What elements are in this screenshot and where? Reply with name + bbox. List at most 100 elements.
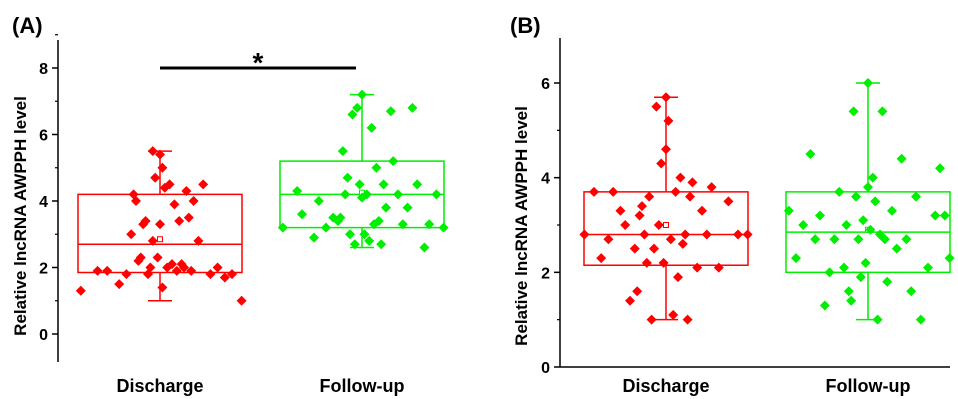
panel-b-y-tick-label: 2 bbox=[541, 265, 550, 282]
panel-a-discharge-data-point bbox=[236, 295, 247, 306]
panel-a-discharge-data-point bbox=[114, 279, 125, 290]
panel-a-discharge-mean-marker bbox=[157, 236, 163, 243]
panel-a-discharge-data-point bbox=[193, 235, 204, 246]
panel-b-follow-up-data-point bbox=[865, 224, 876, 235]
panel-b-discharge-data-point bbox=[615, 205, 626, 216]
panel-a-follow-up-data-point bbox=[402, 202, 413, 213]
panel-a-discharge-data-point bbox=[102, 265, 113, 276]
panel-a: (A) Relative lncRNA AWPPH level Discharg… bbox=[11, 13, 449, 396]
panel-a-follow-up-data-point bbox=[313, 196, 324, 206]
panel-a-follow-up-data-point bbox=[378, 179, 389, 190]
panel-b-follow-up-data-point bbox=[882, 276, 893, 287]
panel-a-y-tick-label: 4 bbox=[39, 194, 48, 211]
panel-b-discharge-data-point bbox=[687, 177, 698, 188]
panel-a-discharge-data-point bbox=[205, 269, 216, 280]
panel-b-discharge-data-point bbox=[742, 229, 753, 240]
panel-a-follow-up-data-point bbox=[407, 102, 418, 113]
panel-a-follow-up-data-point bbox=[337, 146, 348, 157]
panel-a-follow-up-data-point bbox=[292, 186, 303, 197]
panel-a-y-tick-label: 2 bbox=[39, 261, 48, 278]
panel-a-discharge-data-point bbox=[179, 262, 189, 273]
panel-b-follow-up-data-point bbox=[887, 205, 897, 216]
panel-b-discharge-data-point bbox=[589, 186, 599, 197]
panel-a-follow-up-data-point bbox=[419, 242, 430, 253]
panel-a-discharge-data-point bbox=[186, 265, 197, 276]
panel-b-follow-up-data-point bbox=[843, 286, 854, 297]
panel-b-discharge-data-point bbox=[668, 309, 679, 320]
panel-b-follow-up-data-point bbox=[839, 262, 849, 273]
panel-b-discharge-data-point bbox=[625, 295, 635, 306]
panel-a-discharge-data-point bbox=[150, 172, 161, 183]
panel-b-follow-up-data-point bbox=[798, 220, 809, 230]
panel-a-discharge-data-point bbox=[75, 285, 86, 296]
panel-a-significance-star: * bbox=[253, 47, 264, 78]
panel-a-discharge-data-point bbox=[145, 262, 156, 273]
panel-a-follow-up-data-point bbox=[345, 229, 355, 240]
panel-a-follow-up-data-point bbox=[297, 209, 307, 220]
panel-a-discharge-data-point bbox=[167, 259, 177, 270]
panel-a-discharge-data-point bbox=[131, 196, 141, 206]
panel-b-follow-up-data-point bbox=[930, 210, 941, 221]
panel-b-follow-up-data-point bbox=[863, 182, 873, 193]
panel-b-follow-up-data-point bbox=[834, 186, 845, 197]
panel-a-discharge-data-point bbox=[219, 272, 230, 283]
panel-a-follow-up-data-point bbox=[342, 172, 353, 183]
panel-a-discharge-box bbox=[77, 193, 243, 274]
panel-a-follow-up-data-point bbox=[424, 219, 435, 230]
panel-a-follow-up-data-point bbox=[376, 239, 387, 250]
panel-b-follow-up-data-point bbox=[891, 243, 902, 254]
panel-a-discharge-data-point bbox=[155, 149, 165, 160]
panel-b-follow-up-data-point bbox=[911, 191, 921, 202]
panel-a-y-tick-label: 6 bbox=[39, 128, 48, 145]
panel-a-discharge-data-point bbox=[147, 146, 158, 157]
panel-b-discharge-data-point bbox=[733, 229, 743, 240]
panel-a-discharge-data-point bbox=[155, 219, 165, 230]
panel-a-discharge-data-point bbox=[140, 215, 151, 226]
panel-a-discharge-data-point bbox=[126, 229, 137, 240]
panel-a-follow-up-data-point bbox=[438, 222, 449, 233]
panel-b-follow-up-data-point bbox=[829, 234, 840, 245]
panel-b-discharge-data-point bbox=[692, 262, 703, 273]
panel-b-follow-up-data-point bbox=[819, 300, 830, 311]
panel-b-discharge-data-point bbox=[639, 229, 650, 240]
panel-b-follow-up-data-point bbox=[791, 253, 801, 264]
panel-b-y-tick-label: 0 bbox=[541, 360, 550, 377]
panel-a-discharge-data-point bbox=[212, 262, 223, 273]
panel-a-discharge-data-point bbox=[174, 215, 185, 226]
panel-a-follow-up-data-point bbox=[393, 189, 403, 200]
panel-b-label: (B) bbox=[510, 13, 541, 38]
panel-b-discharge-data-point bbox=[713, 262, 724, 273]
panel-a-category-discharge: Discharge bbox=[116, 376, 203, 396]
panel-b-follow-up-data-point bbox=[939, 210, 950, 221]
panel-a-follow-up-data-point bbox=[364, 235, 375, 246]
panel-a-category-follow-up: Follow-up bbox=[320, 376, 405, 396]
panel-b-discharge-data-point bbox=[665, 234, 676, 245]
panel-b-discharge-data-point bbox=[641, 257, 652, 268]
panel-b-follow-up-data-point bbox=[877, 106, 888, 117]
panel-b-discharge-data-point bbox=[697, 205, 707, 216]
panel-b-follow-up-data-point bbox=[853, 234, 864, 245]
panel-b-follow-up-data-point bbox=[810, 234, 821, 245]
panel-a-follow-up-data-point bbox=[277, 222, 288, 233]
panel-b-follow-up-data-point bbox=[783, 205, 794, 216]
panel-b-discharge-data-point bbox=[651, 101, 662, 112]
panel-a-follow-up-data-point bbox=[361, 189, 372, 200]
panel-a-follow-up-data-point bbox=[366, 122, 377, 133]
panel-b-discharge-data-point bbox=[723, 196, 734, 207]
panel-a-follow-up-data-point bbox=[347, 109, 358, 120]
panel-a-discharge-data-point bbox=[135, 252, 146, 263]
panel-b-follow-up-data-point bbox=[901, 234, 912, 245]
panel-b-discharge-data-point bbox=[706, 182, 717, 193]
panel-b-discharge-data-point bbox=[608, 186, 619, 197]
panel-a-follow-up-data-point bbox=[349, 239, 360, 250]
panel-a-follow-up-data-point bbox=[359, 229, 370, 240]
panel-a-follow-up-data-point bbox=[373, 215, 384, 226]
panel-b-follow-up-data-point bbox=[863, 78, 873, 88]
panel-a-y-axis-title: Relative lncRNA AWPPH level bbox=[11, 96, 30, 336]
panel-a-follow-up-data-point bbox=[371, 162, 382, 173]
panel-a-follow-up-data-point bbox=[354, 179, 365, 190]
panel-b-follow-up-data-point bbox=[858, 215, 869, 226]
panel-a-discharge-data-point bbox=[157, 162, 168, 173]
panel-a-follow-up-data-point bbox=[381, 202, 391, 213]
